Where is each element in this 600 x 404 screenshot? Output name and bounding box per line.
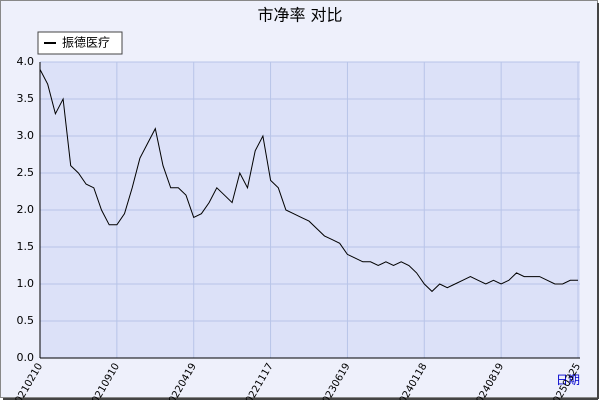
legend-label: 振德医疗 (62, 35, 110, 50)
x-axis-label: 日期 (556, 373, 580, 387)
y-tick-label: 2.5 (17, 166, 35, 179)
y-tick-label: 3.5 (17, 92, 35, 105)
line (39, 69, 578, 293)
legend-box (37, 31, 123, 55)
y-tick-label: 1.5 (17, 240, 35, 253)
y-tick-label: 1.0 (17, 277, 35, 290)
y-tick-label: 0.5 (17, 314, 35, 327)
y-tick-label: 4.0 (17, 55, 35, 68)
chart-title: 市净率 对比 (257, 6, 342, 25)
y-tick-label: 0.0 (17, 351, 35, 364)
y-tick-label: 3.0 (17, 129, 35, 142)
y-tick-label: 2.0 (17, 203, 35, 216)
